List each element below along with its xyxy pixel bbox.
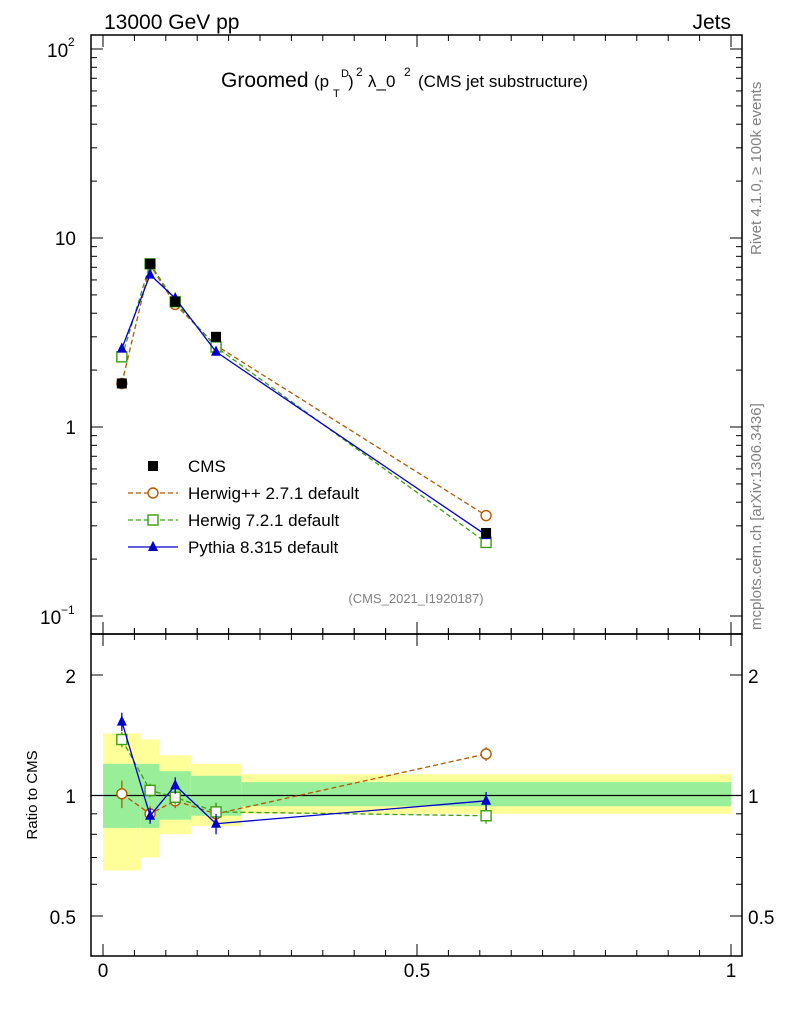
legend: CMS Herwig++ 2.7.1 default Herwig 7.2.1 de… (128, 457, 359, 557)
title-p: (p (314, 72, 329, 91)
main-point (116, 351, 128, 363)
ytick-10: 10 (55, 229, 76, 250)
ratio-point (116, 715, 127, 726)
ratio-point (211, 817, 222, 828)
ratio-point (170, 779, 181, 790)
legend-label: Pythia 8.315 default (188, 538, 339, 557)
ratio-point (145, 809, 156, 820)
title-paren-close: ) (348, 72, 354, 91)
title-lambda: λ_0 (368, 72, 395, 91)
legend-item-0: CMS (148, 457, 226, 476)
legend-label: CMS (188, 457, 226, 476)
ratio-ytick-2-left: 2 (65, 667, 76, 688)
main-point (481, 527, 492, 538)
ratio-point (480, 748, 492, 760)
ratio-point (481, 794, 492, 805)
main-point (480, 509, 492, 522)
mcplots-label: mcplots.cern.ch [arXiv:1306.3436] (748, 403, 765, 630)
plot-title: Groomed (p D T ) 2 λ_0 2 (CMS jet substr… (221, 65, 588, 100)
ytick-1: 1 (65, 418, 76, 439)
main-point (211, 331, 222, 342)
main-point (116, 342, 127, 353)
ratio-ytick-05-left: 0.5 (50, 908, 76, 929)
series (116, 258, 492, 835)
legend-label: Herwig 7.2.1 default (188, 511, 339, 530)
ratio-series-pythia-8-315-default (116, 712, 492, 835)
legend-item-2: Herwig 7.2.1 default (128, 511, 339, 530)
legend-marker (148, 461, 158, 471)
title-rest: (CMS jet substructure) (418, 72, 588, 91)
title-main: Groomed (221, 69, 309, 92)
ratio-ylabel: Ratio to CMS (24, 750, 41, 839)
header-right: Jets (692, 11, 731, 34)
legend-marker (147, 487, 159, 499)
xtick-0: 0 (98, 961, 109, 982)
analysis-id: (CMS_2021_I1920187) (348, 591, 483, 606)
title-sub-t: T (333, 88, 340, 100)
main-point (145, 268, 156, 279)
ratio-ytick-2-right: 2 (748, 667, 759, 688)
ytick-100-base: 10 (47, 41, 68, 62)
axes (90, 34, 743, 957)
rivet-label: Rivet 4.1.0, ≥ 100k events (748, 82, 765, 255)
title-sq2: 2 (404, 65, 411, 79)
ratio-ytick-05-right: 0.5 (748, 908, 774, 929)
ytick-100-exp: 2 (68, 35, 75, 49)
title-sq: 2 (356, 65, 363, 79)
ratio-point (144, 784, 156, 797)
main-point (170, 296, 181, 307)
main-point (211, 345, 222, 356)
main-point (116, 378, 127, 389)
ratio-ytick-1-left: 1 (65, 787, 76, 808)
ratio-point (116, 733, 128, 746)
xtick-1: 1 (726, 961, 737, 982)
main-series-cms (116, 258, 492, 538)
xtick-05: 0.5 (404, 961, 430, 982)
main-point (145, 258, 156, 269)
title-sup-d: D (341, 68, 349, 80)
legend-item-1: Herwig++ 2.7.1 default (128, 484, 359, 503)
ytick-01-base: 10 (40, 608, 61, 629)
legend-marker (147, 514, 159, 526)
ratio-point (480, 810, 492, 822)
ratio-bands (103, 733, 731, 871)
ratio-ytick-1-right: 1 (748, 787, 759, 808)
legend-item-3: Pythia 8.315 default (128, 538, 339, 557)
header-left: 13000 GeV pp (104, 11, 239, 34)
ytick-01-exp: −1 (61, 603, 75, 617)
legend-label: Herwig++ 2.7.1 default (188, 484, 359, 503)
ratio-series-herwig-7-2-1-default (116, 732, 492, 824)
ratio-point (116, 788, 128, 800)
legend-marker (148, 540, 158, 551)
